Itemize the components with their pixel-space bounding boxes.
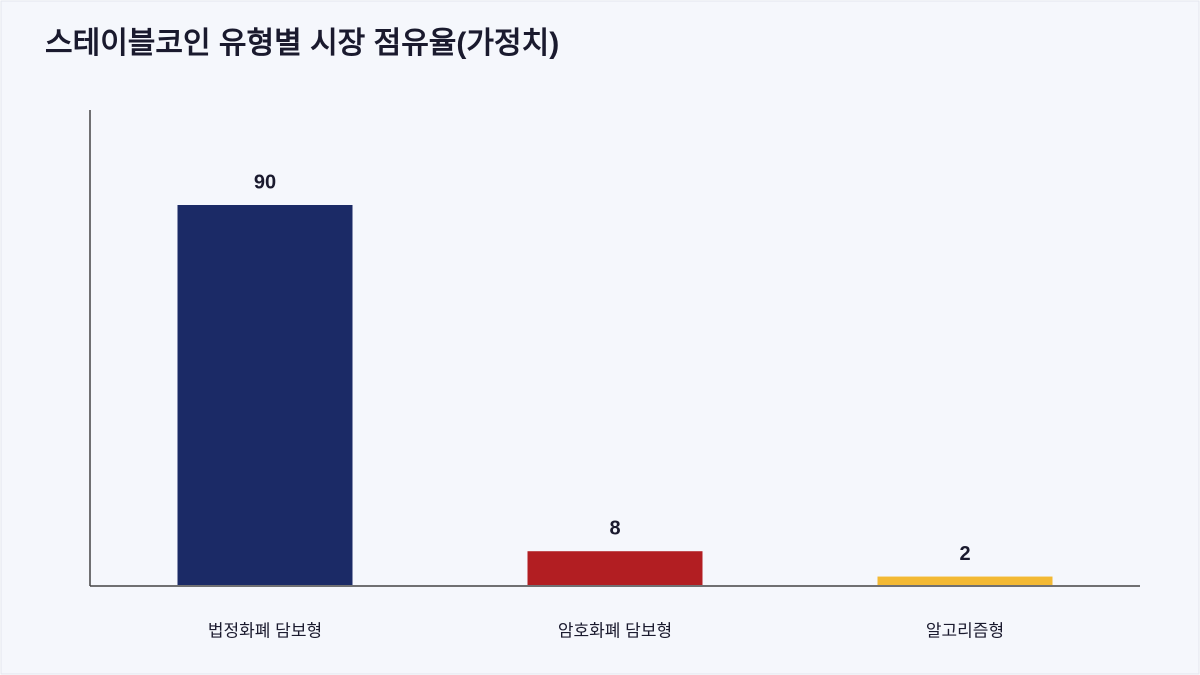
x-tick-label: 암호화폐 담보형 <box>558 621 672 640</box>
data-label: 90 <box>254 171 276 193</box>
chart-title: 스테이블코인 유형별 시장 점유율(가정치) <box>45 27 559 60</box>
bar <box>527 551 703 585</box>
data-label: 8 <box>609 518 620 540</box>
bar <box>177 205 353 585</box>
x-tick-label: 법정화폐 담보형 <box>208 621 322 640</box>
bar <box>877 576 1053 585</box>
data-label: 2 <box>959 543 970 565</box>
x-tick-label: 알고리즘형 <box>926 621 1004 640</box>
